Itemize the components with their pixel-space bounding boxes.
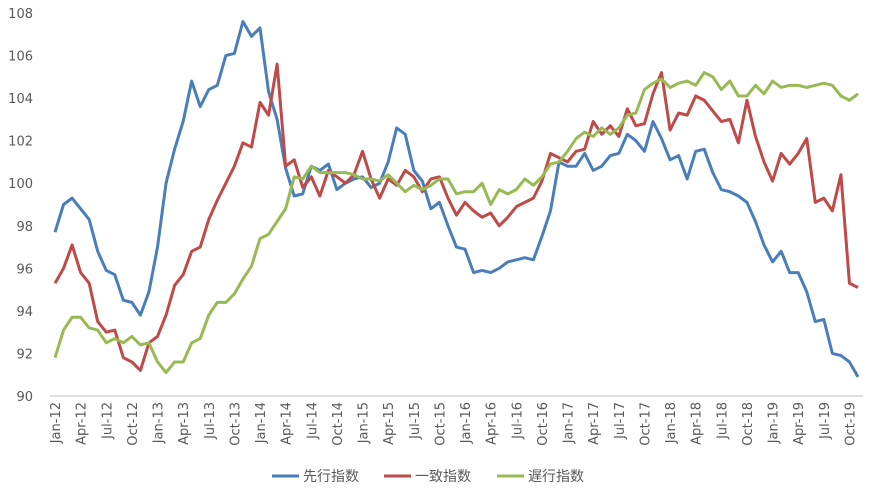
x-tick-label: Jul-12 [100, 402, 115, 440]
y-tick-label: 102 [8, 135, 33, 150]
x-tick-label: Jan-15 [357, 402, 372, 444]
x-tick-label: Oct-15 [433, 402, 448, 446]
series-line [53, 20, 860, 378]
y-tick-label: 96 [16, 262, 33, 277]
legend-label: 一致指数 [415, 469, 471, 485]
series-line [53, 62, 859, 372]
y-tick-label: 92 [16, 347, 33, 362]
x-tick-label: Jan-16 [459, 402, 474, 444]
x-tick-label: Apr-14 [280, 402, 295, 445]
x-tick-label: Jan-19 [767, 402, 782, 444]
x-tick-label: Jul-14 [305, 402, 320, 440]
x-tick-label: Oct-14 [331, 402, 346, 446]
x-tick-label: Apr-15 [382, 402, 397, 445]
y-tick-label: 104 [8, 92, 33, 107]
legend-label: 先行指数 [303, 469, 359, 485]
x-tick-label: Apr-12 [75, 402, 90, 445]
y-tick-label: 108 [8, 7, 33, 22]
y-tick-label: 90 [16, 390, 33, 405]
legend-label: 遅行指数 [528, 469, 584, 485]
x-tick-label: Jan-14 [254, 402, 269, 444]
y-tick-label: 98 [16, 220, 33, 235]
x-tick-label: Jul-16 [510, 402, 525, 440]
x-tick-label: Oct-12 [126, 402, 141, 446]
series-line [53, 71, 859, 375]
x-tick-label: Apr-16 [485, 402, 500, 445]
x-tick-label: Jan-18 [664, 402, 679, 444]
x-tick-label: Oct-19 [843, 402, 858, 446]
x-tick-label: Jul-19 [818, 402, 833, 440]
x-tick-label: Jul-13 [203, 402, 218, 440]
x-tick-label: Oct-17 [638, 402, 653, 446]
x-tick-label: Jul-18 [715, 402, 730, 440]
x-tick-label: Jan-12 [49, 402, 64, 444]
x-tick-label: Apr-17 [587, 402, 602, 445]
x-tick-label: Jan-17 [562, 402, 577, 444]
y-tick-label: 106 [8, 50, 33, 65]
x-tick-label: Jul-15 [408, 402, 423, 440]
y-tick-label: 100 [8, 177, 33, 192]
x-tick-label: Jul-17 [613, 402, 628, 440]
x-tick-label: Apr-19 [792, 402, 807, 445]
x-tick-label: Jan-13 [152, 402, 167, 444]
x-tick-label: Apr-18 [690, 402, 705, 445]
x-tick-label: Oct-18 [741, 402, 756, 446]
x-tick-label: Oct-13 [228, 402, 243, 446]
x-tick-label: Oct-16 [536, 402, 551, 446]
x-tick-label: Apr-13 [177, 402, 192, 445]
y-tick-label: 94 [16, 305, 33, 320]
